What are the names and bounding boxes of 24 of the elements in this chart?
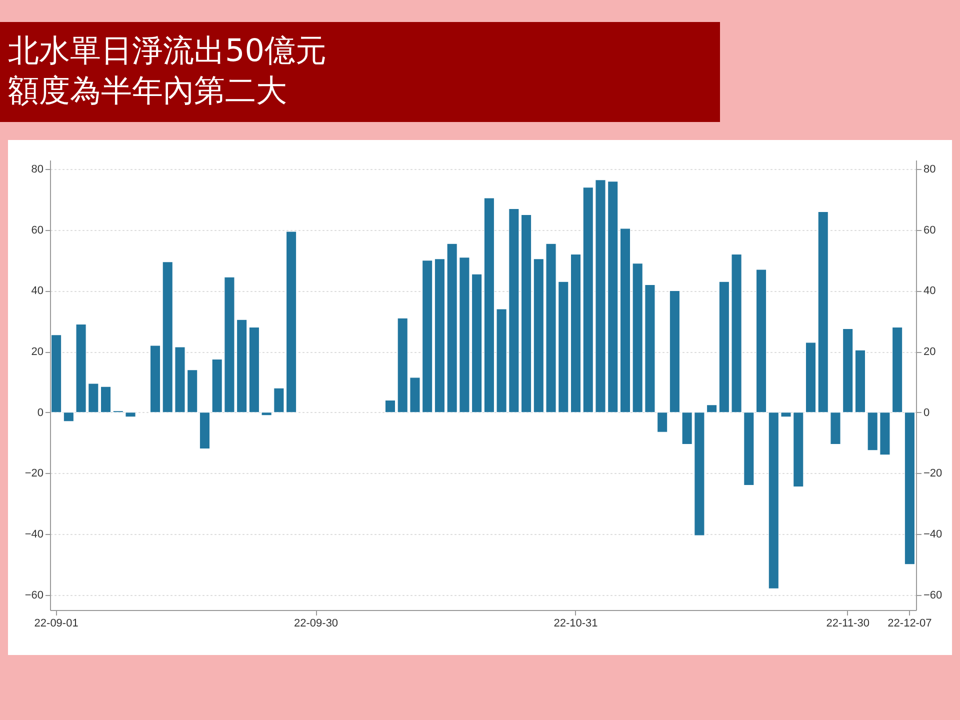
y2-tick-label: 20 bbox=[924, 346, 936, 358]
y-tick-label: −20 bbox=[24, 468, 44, 480]
y2-tick-label: −40 bbox=[924, 528, 942, 540]
bar bbox=[50, 334, 62, 413]
y-tick-label: 0 bbox=[37, 406, 44, 419]
x-tick-label: 22-12-07 bbox=[888, 618, 932, 630]
x-tick-label: 22-10-31 bbox=[554, 618, 598, 630]
y-tick-label: −40 bbox=[24, 528, 44, 540]
bar bbox=[904, 412, 916, 565]
y-tick-label: 60 bbox=[31, 224, 44, 236]
y2-tick-label: −20 bbox=[924, 468, 942, 480]
x-tick-label: 22-09-30 bbox=[294, 618, 338, 630]
y-tick-label: −60 bbox=[24, 589, 44, 602]
y2-tick-label: 0 bbox=[924, 406, 930, 419]
y2-tick-label: 80 bbox=[924, 164, 936, 176]
y2-tick-label: −60 bbox=[924, 589, 942, 602]
y-tick-label: 40 bbox=[31, 285, 44, 298]
y2-tick-label: 40 bbox=[924, 285, 936, 298]
y-tick-label: 80 bbox=[31, 164, 44, 176]
y-tick-label: 20 bbox=[31, 346, 44, 358]
x-tick-label: 22-09-01 bbox=[34, 618, 78, 630]
y2-tick-label: 60 bbox=[924, 224, 936, 236]
chart-title: 北水單日淨流出50億元額度為半年內第二大 bbox=[8, 32, 328, 111]
x-tick-label: 22-11-30 bbox=[826, 618, 870, 630]
